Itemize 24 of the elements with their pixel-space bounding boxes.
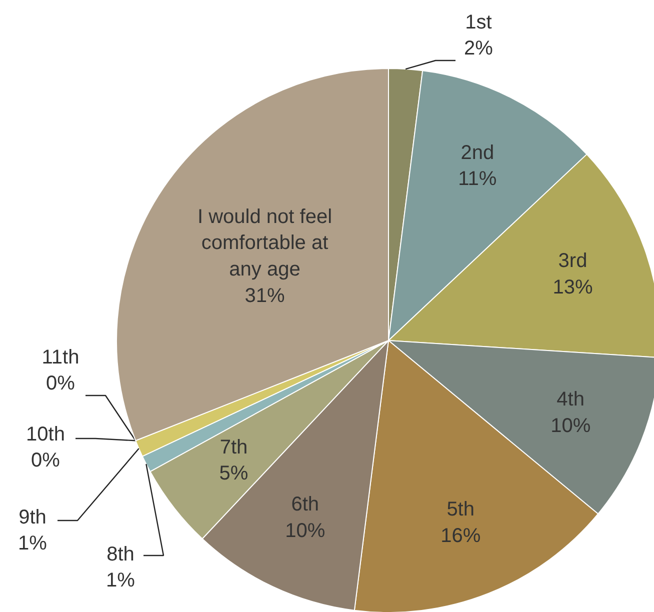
legend-label: 10th <box>26 423 65 446</box>
slice-label: 3rd <box>558 250 588 272</box>
data-label: 10% <box>285 520 326 542</box>
text: 0% <box>31 450 60 472</box>
slice-label: I would not feel comfortable at any age <box>198 206 332 281</box>
slice-label: 7th <box>220 436 248 458</box>
slice-label: 5th <box>446 498 475 520</box>
data-label: 11% <box>458 168 497 190</box>
slice-label: 6th <box>291 494 320 516</box>
text: 0% <box>46 372 75 395</box>
data-label: 2% <box>464 38 494 60</box>
data-label: 10% <box>550 414 591 437</box>
data-label: 31% <box>244 285 285 308</box>
category-label: 11th <box>42 346 80 368</box>
slice-label: 8th <box>106 543 134 566</box>
data-label: 1% <box>18 532 48 555</box>
slice-label: 1st <box>465 11 492 34</box>
data-label: 5% <box>219 462 248 485</box>
slice-label: 9th <box>18 506 46 528</box>
slice-label: 4th <box>556 388 584 410</box>
data-label: 1% <box>106 570 136 592</box>
data-label: 16% <box>440 524 481 547</box>
data-label: 13% <box>552 276 593 298</box>
slice-label: 2nd <box>460 142 494 164</box>
